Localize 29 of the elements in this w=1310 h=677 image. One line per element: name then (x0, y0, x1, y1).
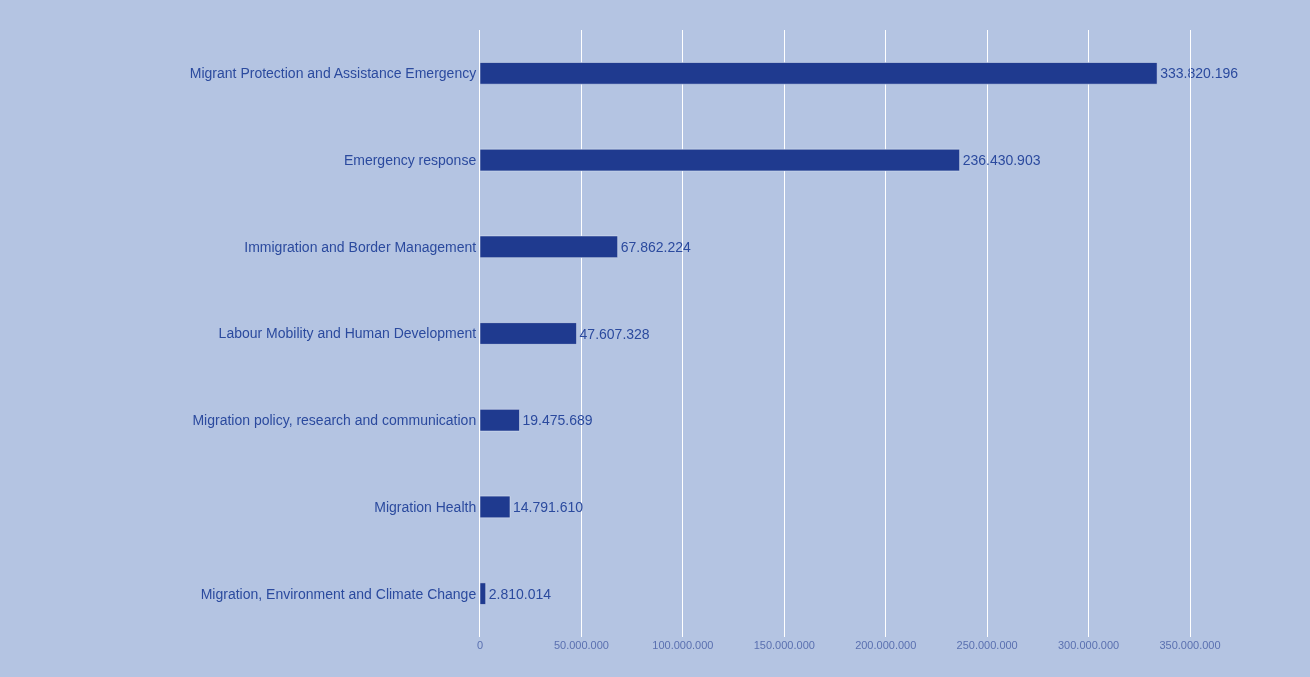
data-label: 19.475.689 (522, 412, 593, 429)
bar (480, 582, 486, 605)
bar (480, 148, 960, 172)
bar (480, 62, 1158, 85)
data-label: 67.862.224 (620, 238, 691, 255)
x-tick-label: 350.000.000 (1159, 639, 1221, 651)
bar (480, 495, 511, 519)
data-label: 14.791.610 (513, 498, 584, 515)
y-tick-label: Migrant Protection and Assistance Emergency (189, 65, 477, 82)
x-tick-label: 0 (476, 639, 484, 651)
x-tick-label: 300.000.000 (1057, 639, 1120, 651)
y-tick-label: Migration policy, research and communication (192, 412, 477, 429)
y-tick-label: Labour Mobility and Human Development (218, 325, 477, 342)
x-tick-label: 200.000.000 (855, 639, 917, 651)
y-tick-label: Immigration and Border Management (244, 238, 477, 255)
y-tick-label: Emergency response (343, 151, 477, 168)
data-label: 236.430.903 (962, 152, 1041, 169)
x-tick-label: 100.000.000 (652, 639, 714, 651)
y-tick-label: Migration Health (374, 498, 477, 515)
bar (480, 235, 618, 258)
data-label: 2.810.014 (488, 585, 552, 602)
y-tick-label: Migration, Environment and Climate Change (200, 585, 477, 602)
x-tick-label: 50.000.000 (553, 639, 609, 651)
bar (480, 409, 520, 432)
data-label: 47.607.328 (579, 325, 650, 342)
data-label: 333.820.196 (1160, 65, 1239, 82)
bar (480, 322, 577, 345)
x-tick-label: 150.000.000 (753, 639, 815, 651)
x-tick-label: 250.000.000 (956, 639, 1018, 651)
